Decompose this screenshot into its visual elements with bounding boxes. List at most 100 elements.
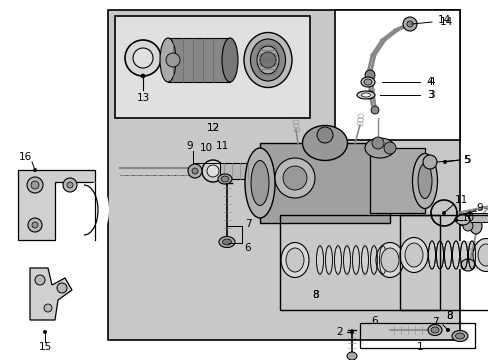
Circle shape	[35, 275, 45, 285]
Bar	[115, 16, 309, 118]
Circle shape	[445, 328, 449, 332]
Circle shape	[125, 40, 161, 76]
Circle shape	[402, 17, 416, 31]
Circle shape	[44, 304, 52, 312]
Text: 2: 2	[336, 327, 343, 337]
Circle shape	[27, 177, 43, 193]
Circle shape	[165, 53, 180, 67]
Ellipse shape	[250, 39, 285, 81]
Circle shape	[31, 181, 39, 189]
Circle shape	[467, 211, 471, 215]
Text: 14: 14	[439, 17, 452, 27]
Text: 10: 10	[199, 143, 212, 153]
Bar	[260, 143, 389, 223]
Text: 1: 1	[416, 342, 423, 352]
Ellipse shape	[244, 32, 291, 87]
Circle shape	[442, 160, 446, 164]
Circle shape	[206, 165, 219, 177]
Ellipse shape	[346, 352, 356, 360]
Ellipse shape	[375, 243, 403, 278]
Ellipse shape	[451, 330, 467, 342]
Circle shape	[260, 52, 275, 68]
Circle shape	[316, 127, 332, 143]
Circle shape	[365, 91, 373, 99]
Circle shape	[43, 330, 47, 334]
Bar	[334, 10, 459, 140]
Ellipse shape	[257, 46, 279, 74]
Ellipse shape	[360, 77, 374, 87]
Ellipse shape	[469, 218, 481, 234]
Bar	[108, 10, 459, 340]
Circle shape	[457, 214, 469, 226]
Ellipse shape	[222, 38, 238, 82]
Circle shape	[349, 330, 353, 334]
Circle shape	[192, 168, 198, 174]
Text: 12: 12	[206, 123, 219, 133]
Circle shape	[364, 70, 374, 80]
Bar	[463, 213, 488, 222]
Polygon shape	[18, 170, 95, 240]
Circle shape	[383, 142, 395, 154]
Ellipse shape	[160, 38, 176, 82]
Ellipse shape	[244, 148, 274, 218]
Text: 6: 6	[244, 243, 251, 253]
Bar	[429, 241, 477, 269]
Text: 5: 5	[463, 155, 469, 165]
Text: 11: 11	[215, 141, 228, 151]
Ellipse shape	[221, 176, 228, 182]
Ellipse shape	[472, 238, 488, 271]
Ellipse shape	[404, 243, 422, 267]
Bar	[168, 38, 229, 82]
Circle shape	[63, 178, 77, 192]
Ellipse shape	[412, 153, 437, 208]
Ellipse shape	[302, 126, 347, 161]
Text: 16: 16	[19, 152, 32, 162]
Ellipse shape	[380, 248, 398, 272]
Ellipse shape	[250, 161, 268, 206]
Ellipse shape	[427, 324, 441, 336]
Circle shape	[453, 218, 457, 222]
Ellipse shape	[477, 244, 488, 266]
Ellipse shape	[430, 327, 438, 333]
Circle shape	[283, 166, 306, 190]
Bar	[316, 245, 388, 275]
Bar	[399, 215, 488, 310]
Ellipse shape	[399, 238, 427, 273]
Text: 9: 9	[186, 141, 193, 151]
Text: 8: 8	[446, 311, 452, 321]
Ellipse shape	[222, 239, 231, 245]
Circle shape	[57, 283, 67, 293]
Text: 7: 7	[244, 219, 251, 229]
Bar	[280, 215, 439, 310]
Text: 7: 7	[431, 317, 437, 327]
Circle shape	[406, 21, 412, 27]
Text: 5: 5	[462, 155, 468, 165]
Text: 10: 10	[461, 213, 473, 223]
Text: 4: 4	[427, 77, 434, 87]
Text: 3: 3	[427, 90, 434, 100]
Circle shape	[133, 48, 153, 68]
Circle shape	[28, 218, 42, 232]
Ellipse shape	[364, 138, 394, 158]
Text: 6: 6	[371, 316, 378, 326]
Circle shape	[462, 221, 472, 231]
Circle shape	[141, 74, 145, 78]
Ellipse shape	[81, 183, 109, 238]
Bar	[369, 148, 424, 213]
Text: 14: 14	[436, 15, 450, 25]
Ellipse shape	[218, 174, 231, 184]
Circle shape	[370, 106, 378, 114]
Ellipse shape	[281, 243, 308, 278]
Ellipse shape	[361, 93, 370, 97]
Circle shape	[274, 158, 314, 198]
Circle shape	[202, 160, 224, 182]
Bar	[359, 323, 474, 348]
Text: 12: 12	[206, 123, 219, 133]
Circle shape	[32, 222, 38, 228]
Text: 11: 11	[453, 195, 467, 205]
Text: 4: 4	[426, 77, 432, 87]
Ellipse shape	[454, 333, 464, 339]
Ellipse shape	[460, 259, 474, 271]
Ellipse shape	[219, 237, 235, 248]
Ellipse shape	[455, 215, 469, 225]
